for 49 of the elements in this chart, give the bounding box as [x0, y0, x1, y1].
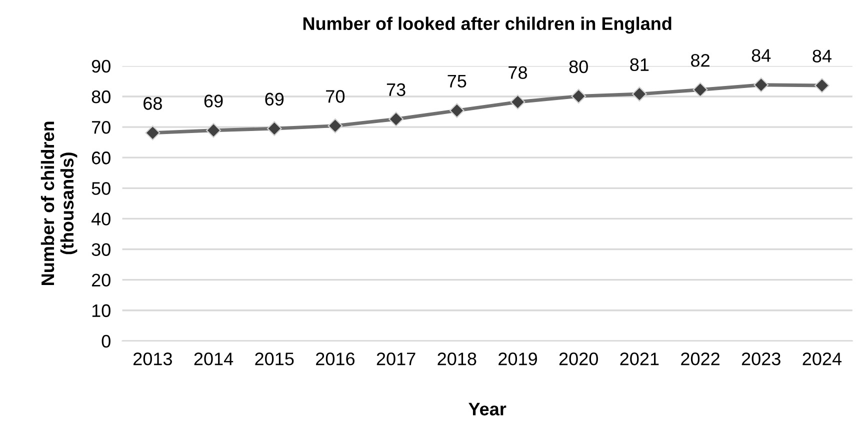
point	[328, 118, 343, 134]
y-tick-label: 10	[92, 304, 110, 318]
data-label: 69	[265, 92, 284, 106]
point	[632, 86, 647, 102]
y-axis-title: Number of children (thousands)	[40, 122, 78, 285]
point	[145, 125, 160, 140]
y-tick-label: 70	[92, 120, 110, 134]
y-tick-label: 30	[92, 243, 110, 256]
x-tick-label: 2023	[742, 352, 780, 366]
y-tick-label: 80	[92, 90, 110, 104]
y-tick-label: 20	[92, 274, 110, 287]
data-label: 84	[812, 50, 832, 62]
x-tick-label: 2014	[194, 352, 234, 366]
x-tick-label: 2018	[438, 352, 476, 366]
y-tick-label: 60	[92, 152, 110, 164]
y-tick-label: 40	[91, 212, 110, 226]
point	[571, 88, 586, 104]
x-tick-label: 2013	[134, 352, 172, 366]
data-label: 78	[508, 66, 528, 79]
data-label: 82	[691, 54, 710, 67]
point	[266, 121, 282, 136]
point	[692, 82, 708, 98]
data-label: 73	[386, 83, 406, 96]
y-tick-label: 0	[102, 334, 110, 348]
point	[388, 112, 404, 127]
x-axis-title: Year	[468, 402, 506, 416]
data-label: 75	[448, 74, 466, 88]
point	[510, 94, 526, 110]
data-label: 70	[326, 90, 345, 103]
data-label: 80	[569, 60, 588, 74]
y-tick-label: 50	[92, 182, 110, 195]
x-tick-label: 2021	[620, 352, 659, 366]
x-tick-label: 2019	[498, 352, 537, 366]
data-label: 69	[204, 94, 223, 108]
point	[449, 103, 464, 118]
point	[814, 78, 830, 93]
data-label: 81	[630, 58, 649, 72]
x-tick-label: 2022	[681, 352, 720, 366]
data-label: 68	[144, 97, 162, 110]
chart-title: Number of looked after children in England	[303, 16, 672, 34]
x-tick-label: 2017	[376, 352, 416, 366]
point	[206, 122, 221, 138]
x-tick-label: 2015	[255, 352, 294, 366]
y-tick-label: 90	[92, 60, 110, 73]
point	[754, 77, 769, 92]
x-tick-label: 2020	[559, 352, 598, 366]
data-label: 84	[752, 49, 771, 62]
x-tick-label: 2024	[802, 352, 842, 366]
x-tick-label: 2016	[316, 352, 355, 366]
